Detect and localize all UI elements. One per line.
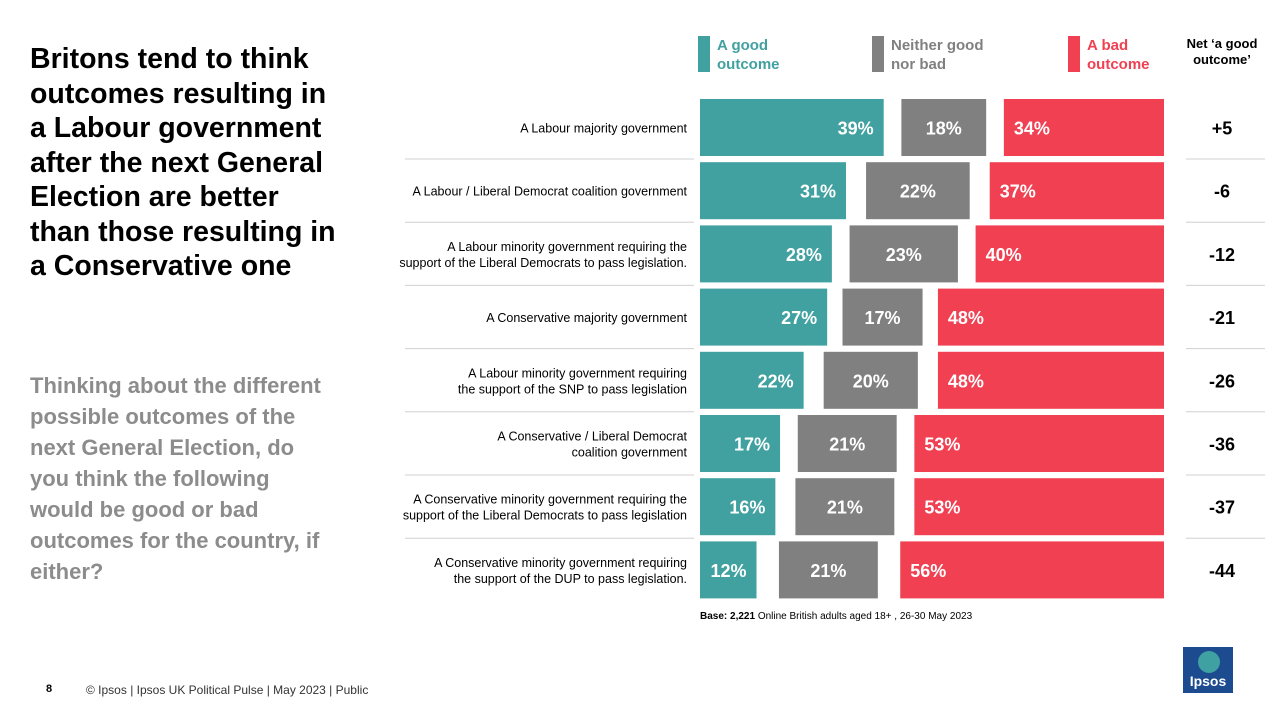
bar-neither bbox=[849, 225, 958, 283]
base-note-text: Online British adults aged 18+ , 26-30 M… bbox=[755, 611, 973, 622]
bar-neither bbox=[797, 415, 897, 472]
bar-neither bbox=[866, 162, 970, 220]
data-label-bad: 48% bbox=[948, 308, 984, 328]
bar-good bbox=[700, 288, 828, 346]
legend-label: nor bad bbox=[891, 56, 946, 73]
category-label: A Labour majority government bbox=[520, 122, 687, 136]
net-value: -44 bbox=[1209, 561, 1235, 581]
net-value: -21 bbox=[1209, 308, 1235, 328]
legend-label: outcome bbox=[1087, 56, 1150, 73]
category-label: A Labour / Liberal Democrat coalition go… bbox=[413, 185, 688, 199]
legend-label: A bad bbox=[1087, 37, 1128, 54]
data-label-bad: 34% bbox=[1014, 119, 1050, 139]
net-header: Net ‘a good bbox=[1187, 36, 1258, 51]
bar-good bbox=[700, 478, 776, 536]
bar-bad bbox=[937, 351, 1164, 409]
bar-neither bbox=[795, 478, 895, 536]
net-value: -6 bbox=[1214, 182, 1230, 202]
net-value: -36 bbox=[1209, 435, 1235, 455]
net-value: +5 bbox=[1212, 119, 1233, 139]
legend-swatch bbox=[1068, 36, 1080, 72]
data-label-good: 39% bbox=[838, 119, 874, 139]
category-label: A Conservative majority government bbox=[486, 311, 687, 325]
data-label-good: 16% bbox=[729, 498, 765, 518]
data-label-good: 22% bbox=[758, 371, 794, 391]
legend-swatch bbox=[698, 36, 710, 72]
data-label-good: 28% bbox=[786, 245, 822, 265]
bar-neither bbox=[901, 99, 987, 156]
data-label-neither: 18% bbox=[926, 119, 962, 139]
category-label: A Conservative minority government requi… bbox=[434, 556, 687, 570]
category-label: support of the Liberal Democrats to pass… bbox=[399, 256, 687, 270]
category-label: the support of the SNP to pass legislati… bbox=[458, 382, 687, 396]
data-label-bad: 56% bbox=[910, 561, 946, 581]
ipsos-logo: Ipsos bbox=[1183, 647, 1233, 693]
bar-good bbox=[700, 99, 884, 156]
data-label-bad: 53% bbox=[924, 498, 960, 518]
data-label-neither: 21% bbox=[827, 498, 863, 518]
legend-swatch bbox=[872, 36, 884, 72]
category-label: the support of the DUP to pass legislati… bbox=[454, 572, 687, 586]
footer-text: © Ipsos | Ipsos UK Political Pulse | May… bbox=[86, 683, 369, 697]
data-label-neither: 22% bbox=[900, 182, 936, 202]
data-label-bad: 40% bbox=[986, 245, 1022, 265]
data-label-neither: 17% bbox=[865, 308, 901, 328]
data-label-bad: 48% bbox=[948, 371, 984, 391]
base-note: Base: 2,221 Online British adults aged 1… bbox=[700, 611, 973, 622]
data-label-good: 27% bbox=[781, 308, 817, 328]
data-label-good: 12% bbox=[710, 561, 746, 581]
bar-bad bbox=[914, 478, 1164, 536]
bar-good bbox=[700, 541, 757, 599]
data-label-neither: 21% bbox=[829, 435, 865, 455]
bar-bad bbox=[975, 225, 1164, 283]
slide-title: Britons tend to think outcomes resulting… bbox=[30, 43, 336, 282]
net-value: -37 bbox=[1209, 498, 1235, 518]
bar-bad bbox=[937, 288, 1164, 346]
category-label: coalition government bbox=[572, 446, 688, 460]
bar-good bbox=[700, 415, 781, 472]
net-header: outcome’ bbox=[1193, 52, 1251, 67]
bar-good bbox=[700, 225, 832, 283]
category-label: A Labour minority government requiring t… bbox=[447, 240, 687, 254]
category-label: A Conservative / Liberal Democrat bbox=[497, 430, 687, 444]
category-label: support of the Liberal Democrats to pass… bbox=[403, 509, 687, 523]
data-label-bad: 53% bbox=[924, 435, 960, 455]
data-label-bad: 37% bbox=[1000, 182, 1036, 202]
bar-bad bbox=[900, 541, 1164, 599]
data-label-neither: 20% bbox=[853, 371, 889, 391]
page-number: 8 bbox=[46, 683, 53, 695]
data-label-neither: 23% bbox=[886, 245, 922, 265]
data-label-neither: 21% bbox=[810, 561, 846, 581]
net-value: -12 bbox=[1209, 245, 1235, 265]
legend-label: outcome bbox=[717, 56, 780, 73]
legend-label: Neither good bbox=[891, 37, 984, 54]
bar-bad bbox=[1003, 99, 1164, 156]
bar-good bbox=[700, 351, 804, 409]
bar-neither bbox=[823, 351, 918, 409]
question-text: Thinking about the different possible ou… bbox=[30, 373, 321, 584]
base-label: Base: 2,221 bbox=[700, 611, 755, 622]
net-value: -26 bbox=[1209, 371, 1235, 391]
logo-circle-icon bbox=[1198, 651, 1220, 673]
bar-bad bbox=[914, 415, 1164, 472]
logo-text: Ipsos bbox=[1189, 673, 1227, 689]
category-label: A Labour minority government requiring bbox=[468, 366, 687, 380]
bar-neither bbox=[842, 288, 923, 346]
data-label-good: 17% bbox=[734, 435, 770, 455]
legend-label: A good bbox=[717, 37, 768, 54]
bar-neither bbox=[778, 541, 878, 599]
bar-bad bbox=[989, 162, 1164, 220]
category-label: A Conservative minority government requi… bbox=[413, 493, 687, 507]
bar-good bbox=[700, 162, 847, 220]
data-label-good: 31% bbox=[800, 182, 836, 202]
